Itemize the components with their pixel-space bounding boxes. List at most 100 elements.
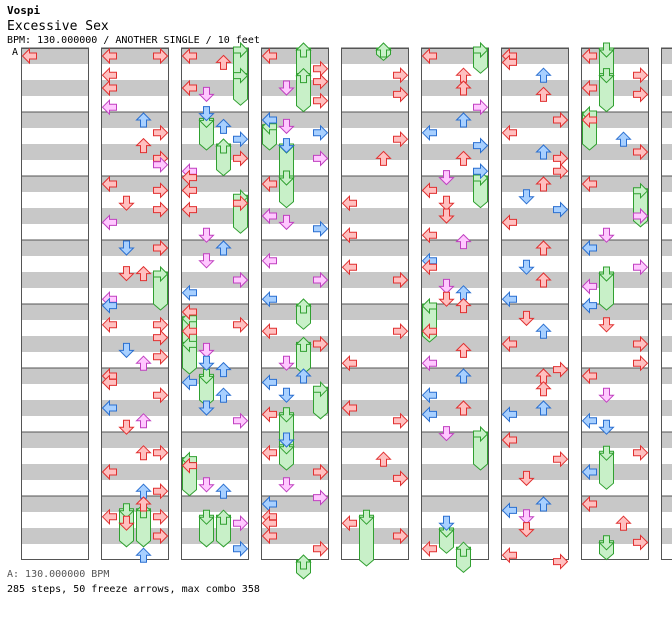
beat-stripe <box>501 160 569 176</box>
arrow-right <box>313 124 329 142</box>
arrow-down <box>518 470 535 487</box>
arrow-right <box>233 514 249 532</box>
beat-stripe <box>421 144 489 160</box>
column-border <box>501 48 569 560</box>
freeze-arrow <box>199 117 214 151</box>
arrow-right <box>633 143 649 161</box>
arrow-right <box>393 412 409 430</box>
arrow-right <box>313 540 329 558</box>
beat-stripe <box>501 496 569 512</box>
beat-stripe <box>21 80 89 96</box>
beat-stripe <box>261 496 329 512</box>
arrow-left <box>21 47 37 65</box>
beat-stripe <box>581 400 649 416</box>
beat-stripe <box>261 272 329 288</box>
beat-stripe <box>21 432 89 448</box>
beat-stripe <box>661 112 672 128</box>
beat-stripe <box>421 352 489 368</box>
beat-stripe <box>261 160 329 176</box>
freeze-arrow <box>199 514 214 548</box>
chart-column-7 <box>501 47 569 570</box>
beat-stripe <box>101 112 169 128</box>
beat-stripe <box>501 208 569 224</box>
beat-stripe <box>341 48 409 64</box>
beat-stripe <box>581 336 649 352</box>
beat-stripe <box>21 128 89 144</box>
arrow-left <box>501 124 517 142</box>
arrow-down <box>278 477 295 493</box>
beat-stripe <box>661 352 672 368</box>
column-border <box>661 48 672 560</box>
beat-stripe <box>101 240 169 256</box>
freeze-head-arrow <box>375 42 392 58</box>
freeze-head-arrow <box>278 407 295 423</box>
arrow-right <box>233 150 249 167</box>
arrow-up <box>455 233 472 250</box>
beat-stripe <box>661 416 672 432</box>
beat-stripe <box>101 432 169 448</box>
beat-stripe <box>661 160 672 176</box>
chart-column-2 <box>101 47 169 563</box>
beat-stripe <box>181 144 249 160</box>
beat-stripe <box>101 464 169 480</box>
beat-stripe <box>261 480 329 496</box>
arrow-up <box>215 483 232 499</box>
beat-stripe <box>181 208 249 224</box>
arrow-left <box>261 527 277 545</box>
freeze-head-arrow <box>233 41 249 59</box>
beat-stripe <box>261 544 329 560</box>
beat-stripe <box>21 96 89 112</box>
beat-stripe <box>661 208 672 224</box>
arrow-left <box>581 297 597 314</box>
beat-stripe <box>661 512 672 528</box>
arrow-left <box>501 290 517 308</box>
beat-stripe <box>101 480 169 496</box>
beat-stripe <box>501 416 569 432</box>
beat-stripe <box>661 464 672 480</box>
beat-stripe <box>101 80 169 96</box>
beat-stripe <box>101 544 169 560</box>
freeze-head-arrow <box>233 67 249 84</box>
beat-stripe <box>581 544 649 560</box>
arrow-up <box>455 342 472 358</box>
beat-stripe <box>661 96 672 112</box>
beat-stripe <box>261 96 329 112</box>
beat-stripe <box>21 464 89 480</box>
beat-stripe <box>101 448 169 464</box>
beat-stripe <box>181 272 249 288</box>
beat-stripe <box>501 432 569 448</box>
beat-stripe <box>421 272 489 288</box>
beat-stripe <box>581 288 649 304</box>
freeze-arrow <box>279 175 294 209</box>
arrow-right <box>153 482 169 500</box>
chart-column-9 <box>661 47 672 560</box>
beat-stripe <box>21 304 89 320</box>
beat-stripe <box>581 368 649 384</box>
beat-stripe <box>341 224 409 240</box>
arrow-left <box>261 322 277 340</box>
arrow-right <box>393 470 409 487</box>
arrow-up <box>615 515 632 531</box>
beat-stripe <box>101 96 169 112</box>
beat-stripe <box>421 432 489 448</box>
arrow-left <box>101 316 117 334</box>
arrow-right <box>393 86 409 103</box>
beat-stripe <box>661 400 672 416</box>
beat-stripe <box>181 512 249 528</box>
beat-stripe <box>581 208 649 224</box>
beat-stripe <box>501 192 569 208</box>
beat-stripe <box>21 496 89 512</box>
arrow-left <box>421 322 437 340</box>
beat-stripe <box>181 400 249 416</box>
arrow-down <box>518 259 535 275</box>
beat-stripe <box>101 64 169 80</box>
beat-stripe <box>341 160 409 176</box>
beat-stripe <box>581 192 649 208</box>
beat-stripe <box>661 448 672 464</box>
beat-stripe <box>501 448 569 464</box>
beat-stripe <box>421 288 489 304</box>
freeze-head-arrow <box>295 554 312 570</box>
arrow-up <box>135 445 152 461</box>
beat-stripe <box>101 288 169 304</box>
